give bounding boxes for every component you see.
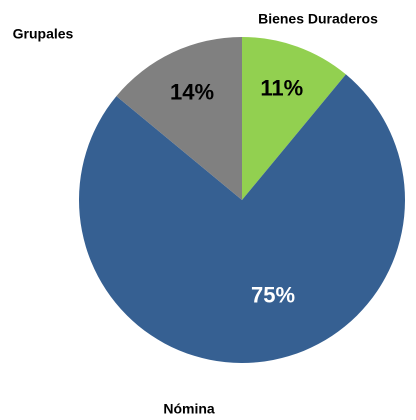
slice-value-label: 11% (260, 75, 303, 100)
category-label: Nómina (163, 401, 215, 417)
slice-value-label: 14% (170, 80, 214, 105)
category-label: Bienes Duraderos (258, 11, 378, 27)
pie-slice (242, 37, 346, 200)
pie-slice (116, 37, 242, 200)
pie-slice (78, 74, 405, 363)
category-label: Grupales (13, 26, 74, 42)
slice-value-label: 75% (251, 283, 295, 308)
